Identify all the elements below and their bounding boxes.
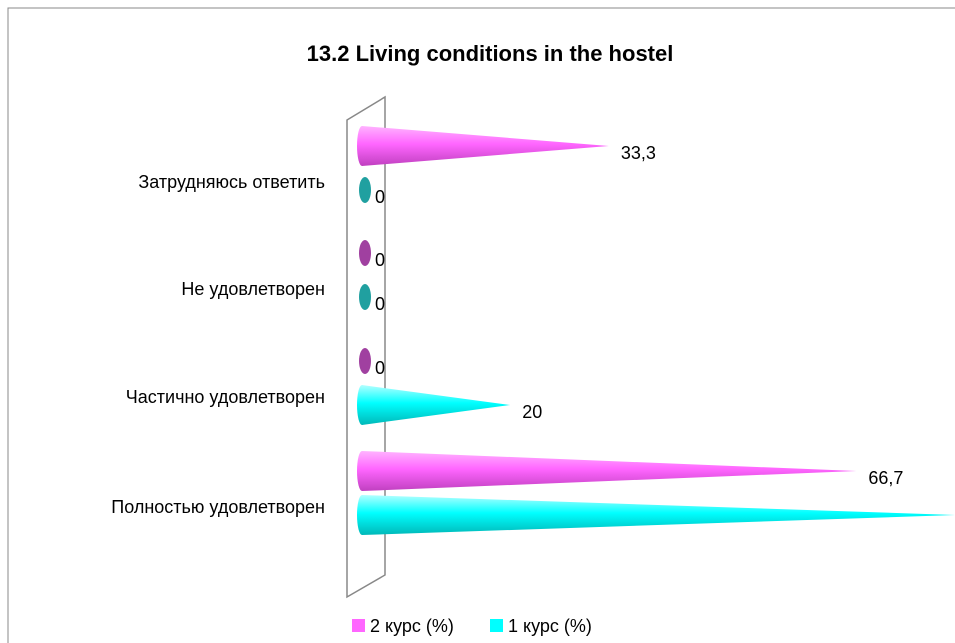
- value-label: 66,7: [868, 468, 903, 488]
- category-label: Затрудняюсь ответить: [138, 172, 325, 192]
- chart-title: 13.2 Living conditions in the hostel: [307, 41, 674, 66]
- legend-swatch: [352, 619, 365, 632]
- cone: [362, 126, 609, 166]
- category-label: Полностью удовлетворен: [111, 497, 325, 517]
- value-label: 0: [375, 358, 385, 378]
- cone-base: [357, 126, 367, 166]
- back-wall: [346, 95, 386, 599]
- cone: [362, 451, 857, 491]
- cone-base: [359, 240, 371, 266]
- category-label: Не удовлетворен: [181, 279, 325, 299]
- cone: [362, 385, 511, 425]
- legend-label: 2 курс (%): [370, 616, 454, 636]
- cone-base: [359, 348, 371, 374]
- cone-base: [359, 177, 371, 203]
- chart-frame: [7, 7, 955, 643]
- value-label: 33,3: [621, 143, 656, 163]
- cone: [362, 495, 955, 535]
- cone-base: [359, 284, 371, 310]
- legend-swatch: [490, 619, 503, 632]
- cone-base: [357, 451, 367, 491]
- category-label: Частично удовлетворен: [126, 387, 325, 407]
- value-label: 0: [375, 187, 385, 207]
- cone-base: [357, 495, 367, 535]
- value-label: 0: [375, 294, 385, 314]
- cone-base: [357, 385, 367, 425]
- value-label: 20: [522, 402, 542, 422]
- legend-label: 1 курс (%): [508, 616, 592, 636]
- value-label: 0: [375, 250, 385, 270]
